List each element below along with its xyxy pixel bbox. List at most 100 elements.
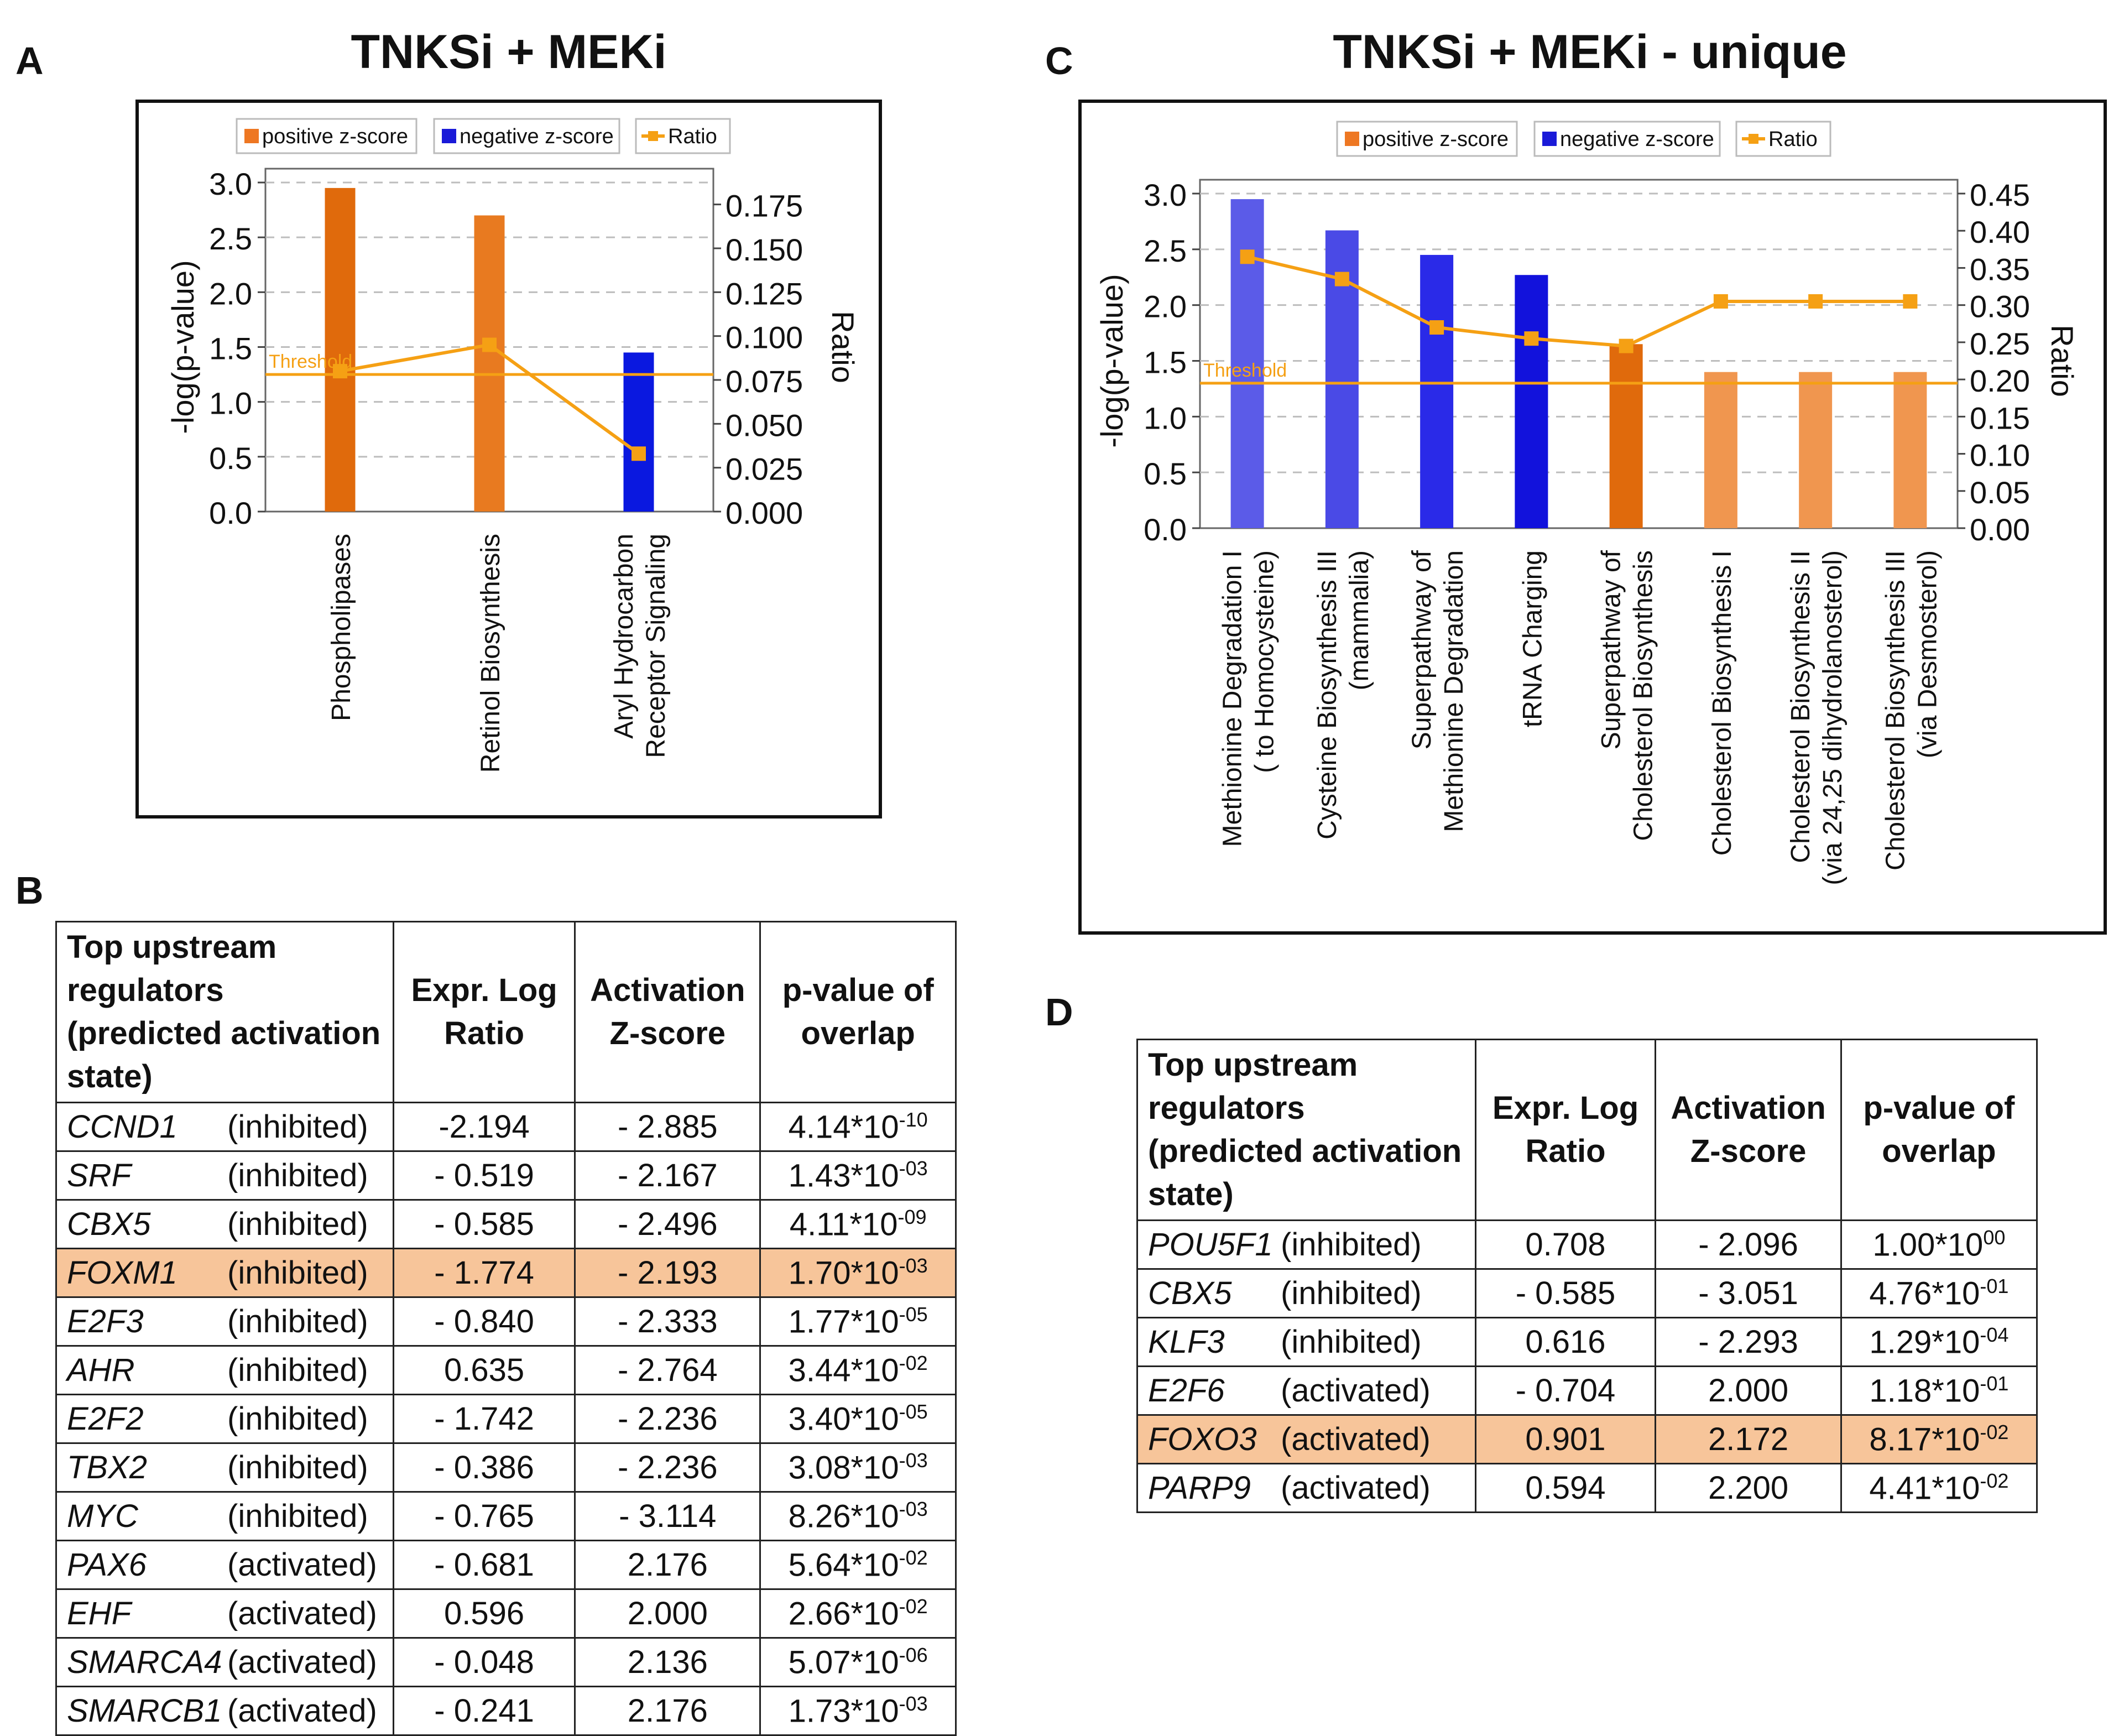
gene-name: EHF xyxy=(67,1596,131,1631)
y2-tick-label: 0.025 xyxy=(726,452,803,487)
pvalue-exponent: -02 xyxy=(899,1594,928,1618)
expr-log-ratio-cell: - 0.585 xyxy=(1474,1268,1657,1318)
pvalue-cell: 1.18*10-01 xyxy=(1840,1365,2038,1416)
table-row: PAX6 (activated) - 0.681 2.176 5.64*10-02 xyxy=(55,1540,957,1590)
chart-title-c: TNKSi + MEKi - unique xyxy=(1333,25,1847,79)
y2-tick-label: 0.35 xyxy=(1970,252,2030,286)
pvalue-mantissa: 5.07*10 xyxy=(788,1644,899,1681)
pvalue-cell: 4.41*10-02 xyxy=(1840,1463,2038,1513)
regulator-cell: CBX5 (inhibited) xyxy=(1136,1268,1476,1318)
category-label: Phospholipases xyxy=(327,534,356,721)
y2-tick-label: 0.20 xyxy=(1970,363,2030,398)
activation-zscore-cell: - 2.764 xyxy=(574,1345,761,1395)
pvalue-mantissa: 3.08*10 xyxy=(788,1450,899,1486)
pvalue-exponent: -01 xyxy=(1980,1274,2009,1297)
category-label: (mammalia) xyxy=(1345,550,1374,690)
table-row: CCND1 (inhibited) -2.194- 2.885 4.14*10-10 xyxy=(55,1102,957,1152)
pvalue-mantissa: 1.29*10 xyxy=(1869,1324,1980,1360)
pvalue-mantissa: 8.26*10 xyxy=(788,1498,899,1535)
activation-zscore-cell: - 2.096 xyxy=(1655,1219,1842,1270)
expr-log-ratio-cell: -2.194 xyxy=(392,1102,576,1152)
bar xyxy=(1609,344,1643,528)
pvalue-cell: 3.40*10-05 xyxy=(759,1394,957,1444)
chart-title-a: TNKSi + MEKi xyxy=(351,25,667,79)
pvalue-cell: 2.66*10-02 xyxy=(759,1588,957,1639)
header-regulators: Top upstream regulators (predicted activa… xyxy=(55,921,394,1103)
gene-name: PAX6 xyxy=(67,1547,147,1583)
activation-state: (inhibited) xyxy=(227,1401,368,1437)
y2-tick-label: 0.00 xyxy=(1970,512,2030,547)
activation-state: (activated) xyxy=(1281,1421,1431,1457)
legend-label: positive z-score xyxy=(1363,128,1509,151)
legend-item-box xyxy=(433,118,620,154)
upstream-regulators-table-b: Top upstream regulators (predicted activa… xyxy=(55,921,957,1736)
pvalue-cell: 1.00*1000 xyxy=(1840,1219,2038,1270)
gene-name: KLF3 xyxy=(1148,1324,1225,1360)
gene-name: TBX2 xyxy=(67,1450,148,1485)
gene-name: SMARCB1 xyxy=(67,1693,222,1729)
regulator-cell: SMARCB1 (activated) xyxy=(55,1686,394,1736)
activation-zscore-cell: - 2.496 xyxy=(574,1199,761,1249)
ratio-marker xyxy=(632,446,646,461)
pvalue-mantissa: 1.70*10 xyxy=(788,1255,899,1291)
y2-axis-label: Ratio xyxy=(826,311,860,383)
activation-zscore-cell: - 2.293 xyxy=(1655,1317,1842,1367)
category-label: Superpathway of xyxy=(1597,550,1626,749)
category-label: ( to Homocysteine) xyxy=(1250,550,1280,773)
pvalue-mantissa: 5.64*10 xyxy=(788,1547,899,1583)
bar xyxy=(325,187,356,512)
activation-zscore-cell: - 2.333 xyxy=(574,1296,761,1347)
pvalue-exponent: -02 xyxy=(1980,1469,2009,1492)
activation-zscore-cell: 2.000 xyxy=(1655,1365,1842,1416)
y2-tick-label: 0.000 xyxy=(726,496,803,530)
y-tick-label: 2.0 xyxy=(209,276,252,311)
pvalue-mantissa: 4.11*10 xyxy=(789,1206,898,1243)
gene-name: FOXM1 xyxy=(67,1255,178,1291)
category-label: Retinol Biosynthesis xyxy=(476,534,505,773)
legend-swatch xyxy=(1542,132,1557,146)
gene-name: FOXO3 xyxy=(1148,1421,1257,1457)
activation-zscore-cell: - 2.236 xyxy=(574,1394,761,1444)
legend: positive z-score negative z-score Ratio xyxy=(236,118,731,154)
table-row: TBX2 (inhibited) - 0.386- 2.236 3.08*10-03 xyxy=(55,1442,957,1493)
regulator-cell: PARP9 (activated) xyxy=(1136,1463,1476,1513)
pvalue-mantissa: 1.73*10 xyxy=(788,1693,899,1729)
ratio-marker xyxy=(1713,294,1728,309)
activation-zscore-cell: - 2.885 xyxy=(574,1102,761,1152)
gene-name: CBX5 xyxy=(67,1206,151,1242)
expr-log-ratio-cell: - 0.585 xyxy=(392,1199,576,1249)
category-label: Methionine Degradation xyxy=(1439,550,1469,832)
pvalue-exponent: -02 xyxy=(899,1351,928,1374)
y2-tick-label: 0.30 xyxy=(1970,289,2030,324)
gene-name: SMARCA4 xyxy=(67,1644,222,1680)
expr-log-ratio-cell: - 0.519 xyxy=(392,1150,576,1201)
y-tick-label: 3.0 xyxy=(1144,178,1187,212)
ratio-marker xyxy=(1334,272,1349,286)
ratio-line xyxy=(1246,255,1911,348)
panel-letter-a: A xyxy=(15,39,44,82)
y2-axis-label: Ratio xyxy=(2045,325,2080,397)
pvalue-mantissa: 1.77*10 xyxy=(788,1304,899,1340)
y-tick-label: 2.0 xyxy=(1144,289,1187,324)
activation-state: (inhibited) xyxy=(1281,1227,1422,1263)
category-label: tRNA Charging xyxy=(1518,550,1547,727)
y-tick-label: 1.0 xyxy=(209,386,252,421)
pvalue-mantissa: 1.00*10 xyxy=(1872,1227,1984,1263)
chart-c: positive z-score negative z-score Ratio 0.0… xyxy=(1094,121,2080,885)
expr-log-ratio-cell: - 1.774 xyxy=(392,1248,576,1298)
regulator-cell: EHF (activated) xyxy=(55,1588,394,1639)
regulator-cell: SRF (inhibited) xyxy=(55,1150,394,1201)
pvalue-cell: 1.73*10-03 xyxy=(759,1686,957,1736)
category-label: Cholesterol Biosynthesis II xyxy=(1786,550,1815,863)
y-tick-label: 1.5 xyxy=(1144,345,1187,380)
y2-tick-label: 0.10 xyxy=(1970,438,2030,473)
header-activation-zscore: Activation Z-score xyxy=(1655,1039,1842,1221)
regulator-cell: CCND1 (inhibited) xyxy=(55,1102,394,1152)
y-axis-label: -log(p-value) xyxy=(165,260,200,434)
pvalue-cell: 5.64*10-02 xyxy=(759,1540,957,1590)
activation-state: (inhibited) xyxy=(1281,1324,1422,1360)
table-row: PARP9 (activated) 0.594 2.200 4.41*10-02 xyxy=(1136,1463,2038,1513)
y2-tick-label: 0.25 xyxy=(1970,326,2030,361)
chart-frame-a xyxy=(135,100,882,819)
expr-log-ratio-cell: - 0.704 xyxy=(1474,1365,1657,1416)
